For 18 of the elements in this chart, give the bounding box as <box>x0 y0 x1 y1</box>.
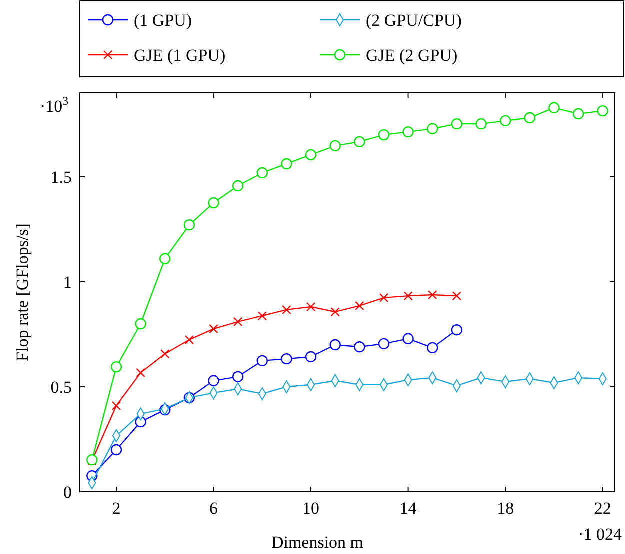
x-tick-label: 18 <box>497 499 514 518</box>
x-axis-title: Dimension m <box>271 533 364 552</box>
x-tick-label: 14 <box>400 499 418 518</box>
y-tick-label: 0.5 <box>50 378 72 397</box>
text: ·10$^{3}$ <box>40 94 69 116</box>
x-tick-label: 10 <box>302 499 320 518</box>
y-tick-label: 0 <box>64 483 72 502</box>
legend-label: GJE (2 GPU) <box>366 46 458 65</box>
x-tick-label: 6 <box>210 499 218 518</box>
legend-label: (2 GPU/CPU) <box>366 11 462 30</box>
y-tick-label: 1.5 <box>50 168 72 187</box>
y-tick-label: 1 <box>64 273 72 292</box>
legend-label: (1 GPU) <box>134 11 192 30</box>
legend-label: GJE (1 GPU) <box>134 46 226 65</box>
x-tick-label: 22 <box>594 499 612 518</box>
x-tick-label: 2 <box>112 499 121 518</box>
text: ·1 024 <box>578 525 622 544</box>
y-axis-title: Flop rate [GFlops/s] <box>13 224 32 362</box>
